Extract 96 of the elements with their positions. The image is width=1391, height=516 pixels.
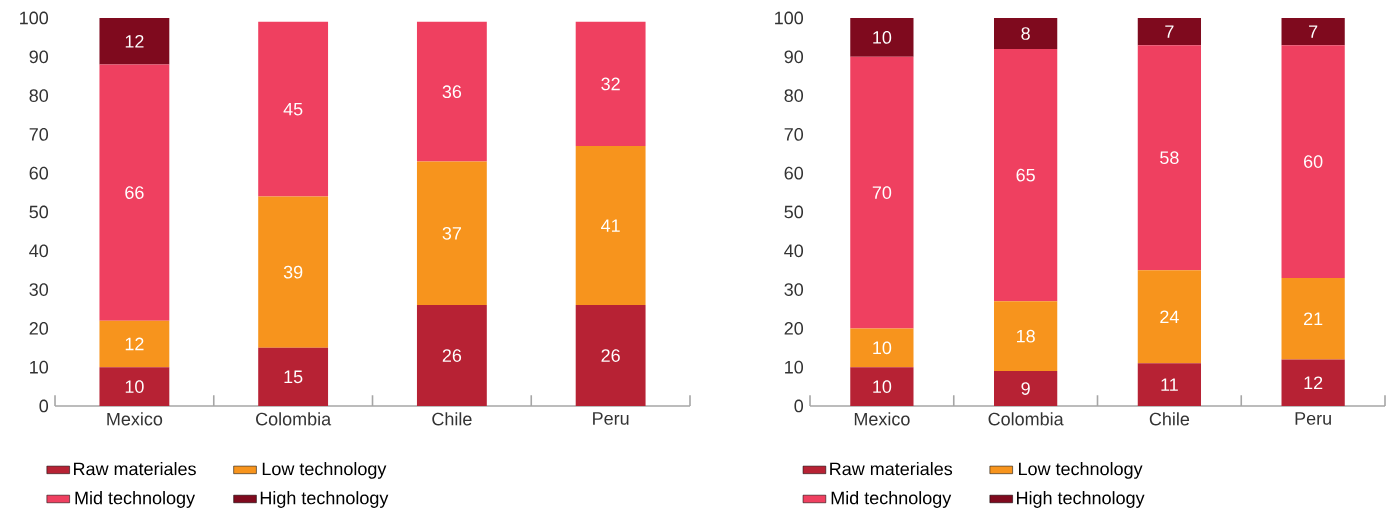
y-tick-label: 20	[784, 322, 804, 335]
bar	[850, 56, 914, 329]
data-label: 12	[125, 337, 144, 351]
legend-label: Raw materiales	[74, 462, 196, 476]
data-label: 70	[872, 186, 892, 199]
data-label: 36	[442, 85, 462, 99]
bar	[416, 305, 487, 406]
data-label: 10	[873, 31, 892, 44]
y-tick-label: 90	[29, 50, 49, 64]
x-tick-label: Mexico	[854, 412, 910, 426]
bar	[1281, 45, 1345, 278]
y-tick-label: 70	[29, 128, 49, 141]
data-label: 12	[1304, 376, 1323, 389]
bar	[850, 328, 914, 368]
bar	[416, 161, 487, 306]
data-label: 60	[1304, 155, 1323, 168]
data-label: 45	[283, 102, 303, 116]
bar	[575, 21, 646, 147]
data-label: 10	[125, 380, 144, 393]
x-tick-label: Colombia	[256, 412, 332, 426]
x-tick-label: Peru	[593, 412, 629, 425]
data-label: 41	[601, 219, 620, 232]
legend-label: High technology	[1017, 491, 1145, 508]
bar	[1137, 363, 1201, 406]
data-label: 18	[1017, 329, 1035, 343]
bar	[850, 17, 914, 57]
bar	[1281, 359, 1345, 406]
legend-label: Mid technology	[75, 491, 196, 508]
data-label: 15	[284, 370, 303, 384]
y-tick-label: 100	[20, 11, 49, 25]
data-label: 10	[873, 341, 892, 355]
x-tick-label: Chile	[1149, 412, 1190, 426]
data-label: 21	[1304, 312, 1323, 325]
data-label: 7	[1165, 25, 1174, 38]
y-tick-label: 80	[29, 89, 49, 102]
bar	[850, 367, 914, 406]
bar	[416, 21, 487, 162]
bar	[575, 146, 646, 306]
bar	[1137, 45, 1201, 271]
bar	[1137, 270, 1201, 364]
data-label: 7	[1309, 25, 1318, 38]
bar	[1281, 17, 1345, 46]
bar	[99, 17, 170, 65]
data-label: 11	[1161, 378, 1178, 391]
y-tick-label: 50	[784, 205, 804, 219]
y-tick-label: 0	[794, 399, 804, 413]
bar	[994, 49, 1058, 302]
bar	[258, 196, 329, 348]
y-tick-label: 90	[784, 50, 804, 64]
y-tick-label: 100	[775, 11, 804, 25]
data-label: 37	[442, 226, 461, 240]
y-tick-label: 50	[29, 205, 49, 219]
data-label: 39	[283, 265, 303, 279]
y-tick-label: 30	[29, 283, 49, 296]
bar	[1281, 277, 1345, 360]
x-tick-label: Chile	[432, 412, 472, 426]
bar	[575, 305, 646, 406]
x-tick-label: Colombia	[988, 412, 1064, 426]
legend-label: Mid technology	[831, 491, 952, 508]
y-tick-label: 40	[784, 244, 804, 258]
y-tick-label: 80	[784, 89, 804, 102]
x-tick-label: Peru	[1295, 412, 1331, 425]
data-label: 65	[1016, 168, 1035, 182]
data-label: 32	[601, 77, 620, 91]
bar	[99, 367, 170, 406]
bar	[994, 371, 1058, 406]
bar	[994, 17, 1058, 50]
data-label: 9	[1021, 382, 1030, 395]
data-label: 58	[1160, 151, 1179, 165]
bar	[994, 301, 1058, 372]
y-tick-label: 10	[30, 360, 49, 374]
data-label: 10	[873, 380, 892, 393]
data-label: 8	[1021, 27, 1030, 40]
bar	[258, 347, 329, 406]
data-label: 12	[125, 34, 144, 48]
y-tick-label: 60	[29, 166, 49, 180]
y-tick-label: 30	[784, 283, 804, 296]
data-label: 24	[1160, 310, 1179, 324]
data-label: 66	[125, 186, 144, 199]
y-tick-label: 10	[785, 360, 804, 374]
data-label: 26	[442, 349, 462, 362]
legend-label: High technology	[260, 491, 389, 508]
legend-label: Low technology	[262, 462, 387, 479]
bar	[99, 320, 170, 368]
y-tick-label: 0	[39, 399, 49, 413]
y-tick-label: 40	[29, 244, 49, 258]
data-label: 26	[601, 349, 620, 362]
bar	[99, 64, 170, 321]
y-tick-label: 70	[784, 128, 804, 141]
bar	[258, 21, 329, 197]
legend-label: Raw materiales	[830, 462, 953, 476]
y-tick-label: 60	[784, 166, 804, 180]
bar	[1137, 17, 1201, 46]
y-tick-label: 20	[29, 322, 49, 335]
x-tick-label: Mexico	[107, 412, 163, 426]
legend-label: Low technology	[1019, 462, 1143, 479]
